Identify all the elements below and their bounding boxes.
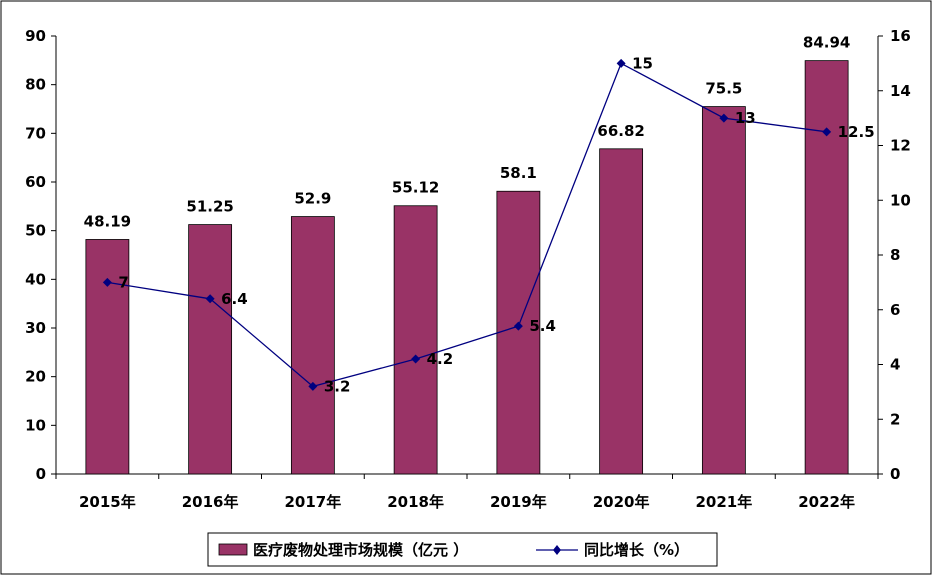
data-labels: 48.19 51.25 52.9 55.12 58.1 66.82 75.5 84.94 7 6.…: [84, 34, 875, 396]
bar-value-label: 55.12: [392, 179, 439, 197]
line-marker: [822, 127, 832, 137]
bar-value-label: 51.25: [186, 198, 233, 216]
y-left-tick-label: 60: [25, 173, 46, 191]
y-left-tick-label: 0: [36, 465, 46, 483]
line-marker: [308, 381, 318, 391]
line-value-label: 4.2: [427, 350, 454, 368]
bar-value-label: 66.82: [597, 122, 644, 140]
y-right-tick-label: 12: [890, 137, 911, 155]
bar: [393, 205, 438, 475]
line-value-label: 12.5: [838, 123, 875, 141]
axes: 0 10 20 30 40 50 60 70 80 90 0 2 4 6 8 10 12 14 16 2015年 201…: [25, 27, 911, 511]
legend-swatch-bar: [218, 543, 248, 556]
bar: [188, 224, 233, 475]
line-marker: [205, 294, 215, 304]
x-tick-label: 2019年: [490, 493, 547, 511]
legend-label-bar: 医疗废物处理市场规模（亿元 ）: [253, 541, 468, 559]
x-tick-label: 2020年: [593, 493, 650, 511]
x-tick-label: 2018年: [387, 493, 444, 511]
bar: [599, 148, 644, 475]
x-tick-label: 2022年: [798, 493, 855, 511]
y-right-tick-label: 6: [890, 301, 900, 319]
y-left-tick-label: 40: [25, 270, 46, 288]
y-left-tick-label: 20: [25, 368, 46, 386]
y-right-tick-label: 4: [890, 356, 900, 374]
line-marker: [616, 58, 626, 68]
y-left-tick-label: 80: [25, 76, 46, 94]
growth-line: [107, 62, 827, 388]
y-left-tick-label: 50: [25, 222, 46, 240]
line-value-label: 13: [735, 109, 756, 127]
line-marker: [102, 277, 112, 287]
line-value-label: 6.4: [221, 290, 248, 308]
y-right-tick-label: 0: [890, 465, 900, 483]
y-right-tick-label: 10: [890, 191, 911, 209]
line-value-label: 15: [632, 54, 653, 72]
y-right-tick-label: 16: [890, 27, 911, 45]
bar-value-label: 52.9: [294, 190, 331, 208]
bar-value-label: 84.94: [803, 34, 850, 52]
line-marker: [513, 321, 523, 331]
line-series: [102, 58, 832, 391]
legend: 医疗废物处理市场规模（亿元 ） 同比增长（%）: [207, 532, 718, 567]
y-right-tick-label: 14: [890, 82, 911, 100]
y-left-tick-label: 70: [25, 124, 46, 142]
bar: [290, 216, 335, 475]
y-left-tick-label: 10: [25, 416, 46, 434]
line-marker: [719, 113, 729, 123]
x-tick-label: 2017年: [285, 493, 342, 511]
legend-box: [207, 532, 718, 567]
y-right-tick-label: 2: [890, 410, 900, 428]
bar: [701, 106, 746, 475]
bar: [496, 190, 541, 475]
y-left-tick-label: 90: [25, 27, 46, 45]
y-left-tick-label: 30: [25, 319, 46, 337]
bar-value-label: 58.1: [500, 164, 537, 182]
bar-value-label: 75.5: [705, 80, 742, 98]
line-value-label: 5.4: [529, 317, 556, 335]
x-tick-label: 2021年: [696, 493, 753, 511]
line-value-label: 7: [118, 273, 128, 291]
line-marker: [411, 354, 421, 364]
legend-label-line: 同比增长（%）: [584, 541, 689, 559]
legend-marker-diamond: [553, 545, 561, 555]
bar-value-label: 48.19: [84, 212, 131, 230]
x-tick-label: 2016年: [182, 493, 239, 511]
y-right-tick-label: 8: [890, 246, 900, 264]
x-tick-label: 2015年: [79, 493, 136, 511]
line-value-label: 3.2: [324, 377, 351, 395]
